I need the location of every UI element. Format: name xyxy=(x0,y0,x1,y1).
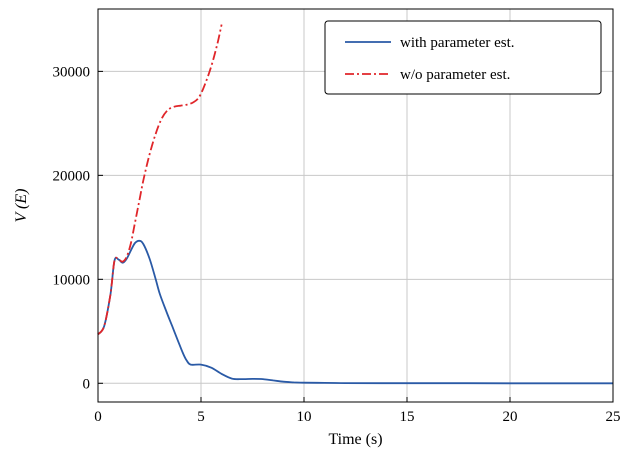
legend-label-with-param: with parameter est. xyxy=(400,35,515,51)
plot-frame xyxy=(97,8,614,403)
x-axis-label: Time (s) xyxy=(328,431,382,448)
y-axis-label: V (E) xyxy=(13,189,30,223)
series-line-1 xyxy=(97,24,223,336)
y-tick-label: 0 xyxy=(83,376,91,392)
x-tick-label: 0 xyxy=(94,409,102,425)
axis-ticks: 0 5 10 15 20 25 0 10000 20000 30000 xyxy=(53,64,621,425)
x-tick-label: 15 xyxy=(400,409,415,425)
series-layer xyxy=(97,24,613,385)
y-tick-label: 10000 xyxy=(53,272,91,288)
legend-label-without-param: w/o parameter est. xyxy=(400,67,510,83)
legend-box xyxy=(324,20,602,95)
y-tick-label: 30000 xyxy=(53,64,91,80)
x-tick-label: 25 xyxy=(606,409,621,425)
x-tick-label: 5 xyxy=(197,409,205,425)
x-tick-label: 10 xyxy=(297,409,312,425)
y-tick-label: 20000 xyxy=(53,168,91,184)
x-tick-label: 20 xyxy=(503,409,518,425)
legend: with parameter est. w/o parameter est. xyxy=(324,20,602,95)
series-line-0 xyxy=(97,239,613,385)
